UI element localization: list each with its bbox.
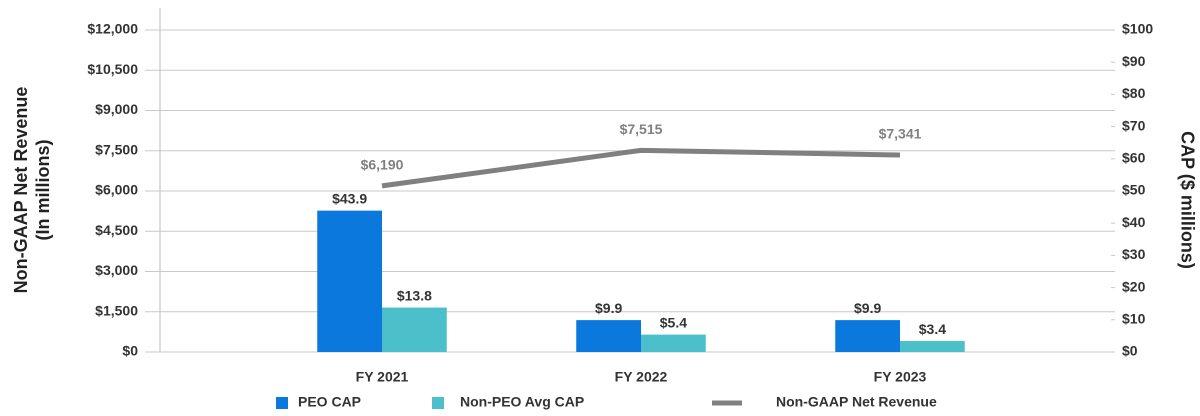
y2-tick-label: $80 xyxy=(1122,85,1146,101)
y2-tick-label: $70 xyxy=(1122,117,1146,133)
y2-tick-label: $0 xyxy=(1122,343,1138,359)
legend-label: Non-GAAP Net Revenue xyxy=(776,394,937,410)
y2-tick-label: $10 xyxy=(1122,311,1146,327)
y-tick-label: $0 xyxy=(122,343,138,359)
y-tick-label: $1,500 xyxy=(95,302,138,318)
y-axis-title: Non-GAAP Net Revenue xyxy=(11,87,31,294)
line-value-label: $7,515 xyxy=(620,121,663,137)
y-tick-label: $9,000 xyxy=(95,101,138,117)
y2-tick-label: $20 xyxy=(1122,278,1146,294)
line xyxy=(381,147,901,189)
legend-swatch xyxy=(276,397,288,409)
y2-tick-label: $60 xyxy=(1122,150,1146,166)
bar-value-label: $9.9 xyxy=(854,300,881,316)
y-tick-label: $4,500 xyxy=(95,222,138,238)
bar xyxy=(641,334,706,352)
legend-label: Non-PEO Avg CAP xyxy=(460,394,584,410)
y2-tick-label: $90 xyxy=(1122,53,1146,69)
legend-label: PEO CAP xyxy=(298,394,361,410)
line-value-label: $7,341 xyxy=(879,126,922,142)
bar-value-label: $3.4 xyxy=(919,321,946,337)
bar-value-label: $13.8 xyxy=(397,287,432,303)
y2-axis-title: CAP ($ millions) xyxy=(1177,131,1197,269)
y2-tick-label: $40 xyxy=(1122,214,1146,230)
y-tick-label: $3,000 xyxy=(95,262,138,278)
bar xyxy=(900,341,965,352)
bar-value-label: $9.9 xyxy=(595,300,622,316)
bar-value-label: $43.9 xyxy=(332,190,367,206)
bar xyxy=(317,210,382,352)
y-axis-subtitle: (In millions) xyxy=(33,139,53,240)
legend-swatch xyxy=(432,397,444,409)
line-value-label: $6,190 xyxy=(361,157,404,173)
x-tick-label: FY 2023 xyxy=(874,369,927,385)
x-tick-label: FY 2021 xyxy=(356,369,409,385)
y-tick-label: $7,500 xyxy=(95,141,138,157)
bar xyxy=(576,320,641,352)
x-tick-label: FY 2022 xyxy=(615,369,668,385)
y2-tick-label: $30 xyxy=(1122,246,1146,262)
bar xyxy=(382,307,447,352)
bar xyxy=(835,320,900,352)
y-axis-title-group: Non-GAAP Net Revenue (In millions) xyxy=(11,87,53,294)
bar-value-label: $5.4 xyxy=(660,314,687,330)
y-tick-label: $12,000 xyxy=(87,21,138,37)
y2-tick-label: $100 xyxy=(1122,21,1153,37)
y-tick-label: $10,500 xyxy=(87,61,138,77)
y-tick-label: $6,000 xyxy=(95,182,138,198)
y2-tick-label: $50 xyxy=(1122,182,1146,198)
